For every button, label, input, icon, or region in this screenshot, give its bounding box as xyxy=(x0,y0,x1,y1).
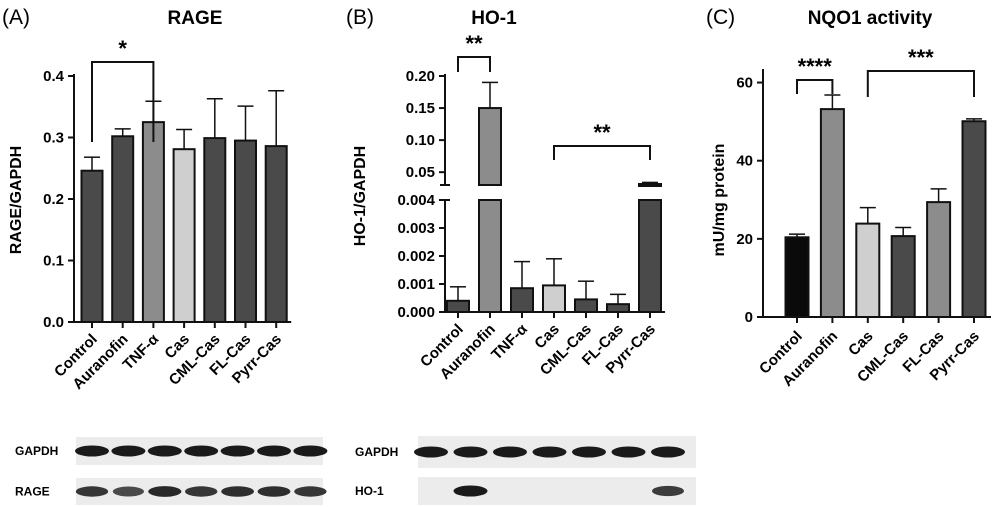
blot-label: GAPDH xyxy=(355,445,398,459)
blot-band xyxy=(493,446,527,458)
blot-label: HO-1 xyxy=(355,484,384,498)
y-tick-label: 40 xyxy=(736,153,753,170)
bar xyxy=(172,148,196,323)
bar xyxy=(855,222,881,318)
blot-band xyxy=(293,445,328,457)
category-label: TNF-α xyxy=(488,320,531,363)
bar xyxy=(926,201,952,318)
blot-band xyxy=(651,446,685,458)
blot-band xyxy=(257,486,291,497)
bar xyxy=(890,235,916,318)
blot-band xyxy=(453,485,488,497)
blot-band xyxy=(294,486,327,497)
bar xyxy=(478,107,502,186)
blot-label: GAPDH xyxy=(15,444,58,458)
panel-a-ylabel: RAGE/GAPDH xyxy=(8,146,25,254)
y-tick-label: 0.001 xyxy=(397,276,435,293)
bar xyxy=(111,135,135,323)
blot-band xyxy=(75,486,109,497)
blot-band xyxy=(220,445,255,457)
blot-band xyxy=(147,445,182,457)
y-tick-label: 0.4 xyxy=(43,68,65,85)
blot-band xyxy=(184,445,219,457)
bar xyxy=(542,284,566,313)
blot-label: RAGE xyxy=(15,485,50,499)
y-tick-label: 0 xyxy=(745,309,753,326)
panel-a-title: RAGE xyxy=(168,8,223,29)
bar xyxy=(264,145,288,323)
y-tick-label: 0.05 xyxy=(406,164,435,181)
bar xyxy=(510,287,534,314)
y-tick-label: 20 xyxy=(736,231,753,248)
blot-band xyxy=(111,445,146,457)
bar xyxy=(141,121,165,323)
bar xyxy=(446,299,470,313)
significance-label: **** xyxy=(798,54,833,79)
chart-ho1: 0.000 0.001 0.002 0.003 0.004 0.05 0.10 0.15 0.2… xyxy=(397,31,665,383)
panel-b-title: HO-1 xyxy=(471,8,517,29)
significance-label: ** xyxy=(465,31,483,56)
blot-band xyxy=(453,446,488,458)
panel-a-letter: (A) xyxy=(2,6,30,29)
y-tick-label: 0.1 xyxy=(43,253,64,270)
significance-bracket xyxy=(457,56,491,72)
significance-label: *** xyxy=(908,45,934,70)
bar xyxy=(784,236,810,319)
western-blots: GAPDH RAGE GAPDH HO-1 xyxy=(15,436,696,505)
blot-band xyxy=(221,486,255,497)
blot-band xyxy=(652,485,684,497)
y-tick-label: 60 xyxy=(736,75,753,92)
y-tick-label: 0.004 xyxy=(397,192,435,209)
blot-band xyxy=(185,486,218,497)
y-tick-label: 0.2 xyxy=(43,191,64,208)
blot-band xyxy=(148,486,182,497)
bar xyxy=(234,139,257,323)
blot-band xyxy=(572,446,606,458)
y-tick-label: 0.10 xyxy=(406,132,435,149)
panel-c-letter: (C) xyxy=(706,6,735,29)
panel-c-title: NQO1 activity xyxy=(808,8,933,29)
blot-band xyxy=(75,445,109,457)
y-tick-label: 0.002 xyxy=(397,248,435,265)
blot-band xyxy=(611,446,646,458)
bar xyxy=(80,169,104,323)
category-label: TNF-α xyxy=(120,330,163,373)
y-tick-label: 0.15 xyxy=(406,100,435,117)
significance-label: ** xyxy=(593,120,611,145)
bar xyxy=(819,108,845,319)
panel-b-letter: (B) xyxy=(346,6,374,29)
y-tick-label: 0.003 xyxy=(397,220,435,237)
bar xyxy=(638,199,662,313)
blot-band xyxy=(532,446,567,458)
bar xyxy=(606,303,630,314)
bar xyxy=(961,120,987,319)
significance-label: * xyxy=(118,36,127,61)
bar xyxy=(478,199,502,313)
significance-bracket xyxy=(553,145,651,160)
panel-b-ylabel: HO-1/GAPDH xyxy=(352,146,369,246)
panel-c-ylabel: mU/mg protein xyxy=(711,144,728,257)
bar xyxy=(574,298,598,313)
y-tick-label: 0.20 xyxy=(406,68,435,85)
blot-band xyxy=(414,446,448,458)
y-tick-label: 0.000 xyxy=(397,304,435,321)
bar xyxy=(203,137,227,323)
y-tick-label: 0.0 xyxy=(43,314,64,331)
significance-bracket xyxy=(91,61,155,142)
blot-band xyxy=(257,445,291,457)
significance-bracket xyxy=(796,79,834,94)
blot-band xyxy=(112,486,144,497)
significance-bracket xyxy=(866,70,975,97)
y-tick-label: 0.3 xyxy=(43,130,64,147)
